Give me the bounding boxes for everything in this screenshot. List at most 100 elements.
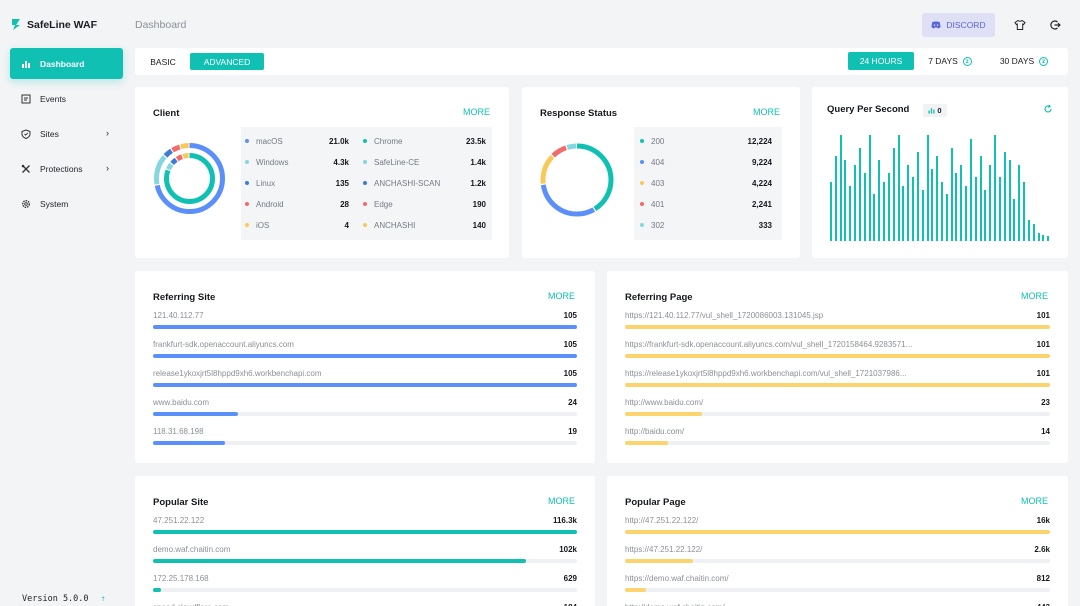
sidebar-item-sites[interactable]: Sites › (10, 118, 123, 149)
legend-name: 403 (651, 178, 665, 188)
tab-basic[interactable]: BASIC (150, 56, 176, 67)
legend-dot (363, 223, 367, 227)
range-label: 24 HOURS (859, 56, 903, 66)
tab-advanced[interactable]: ADVANCED (190, 53, 264, 70)
rank-item-label[interactable]: https://release1ykoxjrt5l8hppd9xh6.workb… (625, 369, 907, 378)
legend-value: 12,224 (747, 137, 772, 146)
rank-item-label[interactable]: 121.40.112.77 (153, 311, 204, 320)
rank-item-value: 23 (1041, 398, 1050, 407)
rank-item-label[interactable]: frankfurt-sdk.openaccount.aliyuncs.com (153, 340, 294, 349)
rank-item-bar (153, 325, 577, 329)
rank-item-label[interactable]: http://47.251.22.122/ (625, 516, 699, 525)
bar-chart-icon (928, 108, 935, 114)
rank-item-label[interactable]: 172.25.178.168 (153, 574, 209, 583)
qps-bar (950, 147, 953, 241)
rank-item-bar (153, 530, 577, 534)
refresh-icon[interactable] (1043, 104, 1053, 114)
legend-dot (640, 139, 644, 143)
referring-site-card: Referring Site MORE 121.40.112.77 105 fran… (135, 271, 595, 463)
rank-item-label[interactable]: www.baidu.com (153, 398, 210, 407)
rank-item-label[interactable]: 47.251.22.122 (153, 516, 205, 525)
sidebar-item-dashboard[interactable]: Dashboard (10, 48, 123, 79)
rank-item-value: 443 (990, 603, 1050, 606)
response-donut-chart (540, 143, 614, 217)
rank-item-bar (153, 588, 162, 592)
rank-item-label[interactable]: https://47.251.22.122/ (625, 545, 703, 554)
discord-button[interactable]: DISCORD (922, 13, 995, 37)
rank-item-label[interactable]: https://frankfurt-sdk.openaccount.aliyun… (625, 340, 913, 349)
legend-dot (640, 181, 644, 185)
qps-bar (1003, 151, 1006, 241)
rank-item-value: 105 (563, 369, 577, 378)
rank-item-label[interactable]: https://121.40.112.77/vul_shell_17200860… (625, 311, 824, 320)
qps-bar (989, 164, 992, 241)
qps-bar (941, 181, 943, 241)
rank-item-value: 101 (1036, 369, 1050, 378)
more-link[interactable]: MORE (1021, 496, 1048, 506)
legend-value: 2,241 (751, 200, 772, 209)
legend-dot (245, 223, 249, 227)
rank-item-value: 105 (563, 311, 577, 320)
rank-item-label[interactable]: release1ykoxjrt5l8hppd9xh6.workbenchapi.… (153, 369, 322, 378)
qps-bar (878, 160, 881, 241)
legend-dot (245, 139, 249, 143)
rank-item-bar (625, 588, 647, 592)
legend-name: SafeLine-CE (374, 157, 420, 167)
range-7-days[interactable]: 7 DAYS z (924, 52, 976, 70)
legend-value: 333 (758, 221, 772, 230)
qps-bar (916, 151, 919, 241)
legend-value: 1.2k (470, 179, 486, 188)
card-title: Client (153, 108, 180, 119)
qps-bar (955, 173, 958, 241)
qps-bar (892, 147, 895, 241)
qps-current-badge: 0 (923, 104, 947, 117)
qps-bar (897, 135, 900, 241)
qps-bar (969, 139, 972, 241)
legend-value: 4,224 (751, 179, 772, 188)
sidebar-item-label: System (40, 198, 69, 209)
rank-item-label[interactable]: http://www.baidu.com/ (625, 398, 704, 407)
qps-bar (834, 156, 837, 241)
rank-item-bar-track (625, 412, 1050, 416)
sidebar-item-system[interactable]: System (10, 188, 123, 219)
rank-item-bar-track (625, 325, 1050, 329)
legend-item: 401 (640, 197, 664, 211)
sidebar-item-events[interactable]: Events (10, 83, 123, 114)
qps-bar (863, 173, 866, 241)
legend-value: 21.0k (328, 137, 349, 146)
legend-name: Edge (374, 199, 393, 209)
version-update-icon[interactable]: ⇡ (100, 594, 106, 604)
rank-item-label[interactable]: 118.31.68.198 (153, 427, 204, 436)
sidebar: SafeLine WAF Dashboard Events Sites › Pr… (0, 0, 134, 606)
response-status-ring-segment (540, 143, 614, 217)
rank-item-value: 812 (1036, 574, 1050, 583)
rank-item-bar-track (153, 383, 577, 387)
range-24-hours[interactable]: 24 HOURS (848, 52, 914, 70)
sidebar-item-protections[interactable]: Protections › (10, 153, 123, 184)
rank-item-label[interactable]: http://baidu.com/ (625, 427, 685, 436)
more-link[interactable]: MORE (548, 291, 575, 301)
legend-dot (245, 202, 249, 206)
app-logo[interactable]: SafeLine WAF (10, 18, 97, 31)
more-link[interactable]: MORE (463, 107, 490, 117)
range-30-days[interactable]: 30 DAYS z (995, 52, 1053, 70)
rank-item-label[interactable]: demo.waf.chaitin.com (153, 545, 231, 554)
rank-item-value: 101 (1036, 340, 1050, 349)
logout-button[interactable] (1043, 13, 1067, 37)
qps-bar (887, 173, 890, 241)
qps-bar (960, 164, 963, 241)
more-link[interactable]: MORE (753, 107, 780, 117)
legend-name: Windows (256, 157, 289, 167)
rank-item-bar-track (625, 530, 1050, 534)
rank-item-value: 16k (1036, 516, 1050, 525)
more-link[interactable]: MORE (548, 496, 575, 506)
rank-item-bar-track (625, 588, 1050, 592)
more-link[interactable]: MORE (1021, 291, 1048, 301)
legend-item: 403 (640, 176, 664, 190)
rank-item-label[interactable]: https://demo.waf.chaitin.com/ (625, 574, 729, 583)
theme-button[interactable] (1008, 13, 1032, 37)
chevron-right-icon: › (106, 128, 109, 138)
rank-item-bar (625, 325, 1050, 329)
pro-badge-icon: z (962, 56, 972, 66)
qps-bar (931, 168, 934, 241)
